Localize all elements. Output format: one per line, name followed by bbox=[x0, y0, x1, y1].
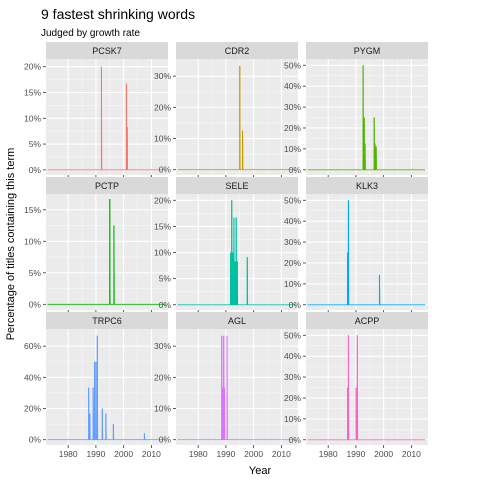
y-tick-label: 10% bbox=[284, 279, 301, 289]
facet-strip bbox=[176, 177, 298, 194]
y-tick-label: 0% bbox=[289, 300, 302, 310]
y-tick-label: 30% bbox=[284, 372, 301, 382]
y-tick-label: 0% bbox=[289, 435, 302, 445]
chart-subtitle: Judged by growth rate bbox=[41, 28, 140, 39]
y-tick-label: 10% bbox=[154, 404, 171, 414]
y-tick-label: 15% bbox=[24, 88, 41, 98]
facet-klk3: KLK3 0% 10% 20% 30% 40% 50% bbox=[284, 177, 428, 313]
y-tick-label: 20% bbox=[284, 123, 301, 133]
y-tick-label: 0% bbox=[29, 435, 42, 445]
y-tick-label: 0% bbox=[29, 299, 42, 309]
x-tick-label: 1980 bbox=[319, 449, 338, 459]
y-tick-label: 30% bbox=[284, 237, 301, 247]
y-tick-label: 30% bbox=[154, 341, 171, 351]
x-axis-title: Year bbox=[249, 465, 272, 477]
x-tick-label: 2000 bbox=[244, 449, 263, 459]
facet-pctp: PCTP 0% 5% 10% 15% bbox=[24, 177, 168, 313]
x-tick-label: 2000 bbox=[114, 449, 133, 459]
x-tick-label: 2010 bbox=[142, 449, 161, 459]
y-tick-label: 60% bbox=[24, 341, 41, 351]
x-tick-label: 2010 bbox=[402, 449, 421, 459]
plot-background bbox=[46, 59, 168, 175]
plot-background bbox=[306, 59, 428, 175]
x-tick-label: 1990 bbox=[86, 449, 105, 459]
x-tick-label: 1990 bbox=[216, 449, 235, 459]
facet-strip bbox=[46, 312, 168, 329]
y-tick-label: 0% bbox=[159, 165, 172, 175]
facet-trpc6: TRPC6 0% 20% 40% 60% 1980 1990 2000 2010 bbox=[24, 312, 168, 459]
y-tick-label: 50% bbox=[284, 330, 301, 340]
facet-strip bbox=[46, 42, 168, 59]
y-tick-label: 15% bbox=[154, 221, 171, 231]
y-tick-label: 5% bbox=[29, 139, 42, 149]
y-tick-label: 0% bbox=[289, 165, 302, 175]
y-tick-label: 50% bbox=[284, 60, 301, 70]
facet-sele: SELE 0% 5% 10% 15% 20% bbox=[154, 177, 298, 313]
y-tick-label: 30% bbox=[154, 71, 171, 81]
y-tick-label: 40% bbox=[284, 216, 301, 226]
facet-strip-label: KLK3 bbox=[356, 181, 378, 191]
x-tick-label: 1980 bbox=[189, 449, 208, 459]
y-tick-label: 50% bbox=[284, 195, 301, 205]
facet-agl: AGL 0% 10% 20% 30% 1980 1990 2000 2010 bbox=[154, 312, 298, 459]
facet-strip-label: PYGM bbox=[354, 46, 381, 56]
facet-strip bbox=[306, 177, 428, 194]
facet-strip-label: ACPP bbox=[355, 316, 380, 326]
facet-strip bbox=[306, 42, 428, 59]
y-tick-label: 0% bbox=[159, 300, 172, 310]
y-axis-title: Percentage of titles containing this ter… bbox=[5, 148, 17, 341]
facet-strip bbox=[176, 312, 298, 329]
y-tick-label: 30% bbox=[284, 102, 301, 112]
y-tick-label: 10% bbox=[154, 134, 171, 144]
facet-strip-label: CDR2 bbox=[225, 46, 250, 56]
facet-strip-label: AGL bbox=[228, 316, 246, 326]
x-tick-label: 2010 bbox=[272, 449, 291, 459]
facet-pcsk7: PCSK7 0% 5% 10% 15% 20% bbox=[24, 42, 168, 178]
y-tick-label: 20% bbox=[284, 258, 301, 268]
facet-strip bbox=[306, 312, 428, 329]
facet-strip-label: TRPC6 bbox=[92, 316, 122, 326]
y-tick-label: 10% bbox=[284, 144, 301, 154]
y-tick-label: 20% bbox=[154, 372, 171, 382]
facet-strip-label: SELE bbox=[225, 181, 248, 191]
facet-strip bbox=[176, 42, 298, 59]
chart-title: 9 fastest shrinking words bbox=[41, 6, 195, 22]
x-tick-label: 1990 bbox=[346, 449, 365, 459]
facet-strip-label: PCTP bbox=[95, 181, 119, 191]
y-tick-label: 10% bbox=[284, 414, 301, 424]
y-tick-label: 40% bbox=[284, 81, 301, 91]
y-tick-label: 20% bbox=[24, 404, 41, 414]
y-tick-label: 40% bbox=[284, 351, 301, 361]
plot-background bbox=[306, 329, 428, 445]
y-tick-label: 10% bbox=[154, 248, 171, 258]
y-tick-label: 20% bbox=[154, 102, 171, 112]
plot-background bbox=[176, 59, 298, 175]
y-tick-label: 5% bbox=[159, 274, 172, 284]
facet-strip bbox=[46, 177, 168, 194]
plot-background bbox=[46, 194, 168, 310]
facet-pygm: PYGM 0% 10% 20% 30% 40% 50% bbox=[284, 42, 428, 178]
y-tick-label: 0% bbox=[159, 435, 172, 445]
plot-background bbox=[176, 329, 298, 445]
y-tick-label: 20% bbox=[154, 195, 171, 205]
y-tick-label: 15% bbox=[24, 205, 41, 215]
y-tick-label: 40% bbox=[24, 372, 41, 382]
plot-background bbox=[306, 194, 428, 310]
y-tick-label: 5% bbox=[29, 268, 42, 278]
facet-panels: PCSK7 0% 5% 10% 15% 20% CDR2 0% 10% 20% 30% PYGM 0% 1… bbox=[24, 42, 428, 459]
facet-strip-label: PCSK7 bbox=[92, 46, 122, 56]
y-tick-label: 20% bbox=[24, 62, 41, 72]
facet-cdr2: CDR2 0% 10% 20% 30% bbox=[154, 42, 298, 178]
facet-acpp: ACPP 0% 10% 20% 30% 40% 50% 1980 1990 2000 2010 bbox=[284, 312, 428, 459]
y-tick-label: 10% bbox=[24, 236, 41, 246]
x-tick-label: 1980 bbox=[59, 449, 78, 459]
plot-background bbox=[46, 329, 168, 445]
x-tick-label: 2000 bbox=[374, 449, 393, 459]
y-tick-label: 10% bbox=[24, 113, 41, 123]
y-tick-label: 20% bbox=[284, 393, 301, 403]
y-tick-label: 0% bbox=[29, 165, 42, 175]
